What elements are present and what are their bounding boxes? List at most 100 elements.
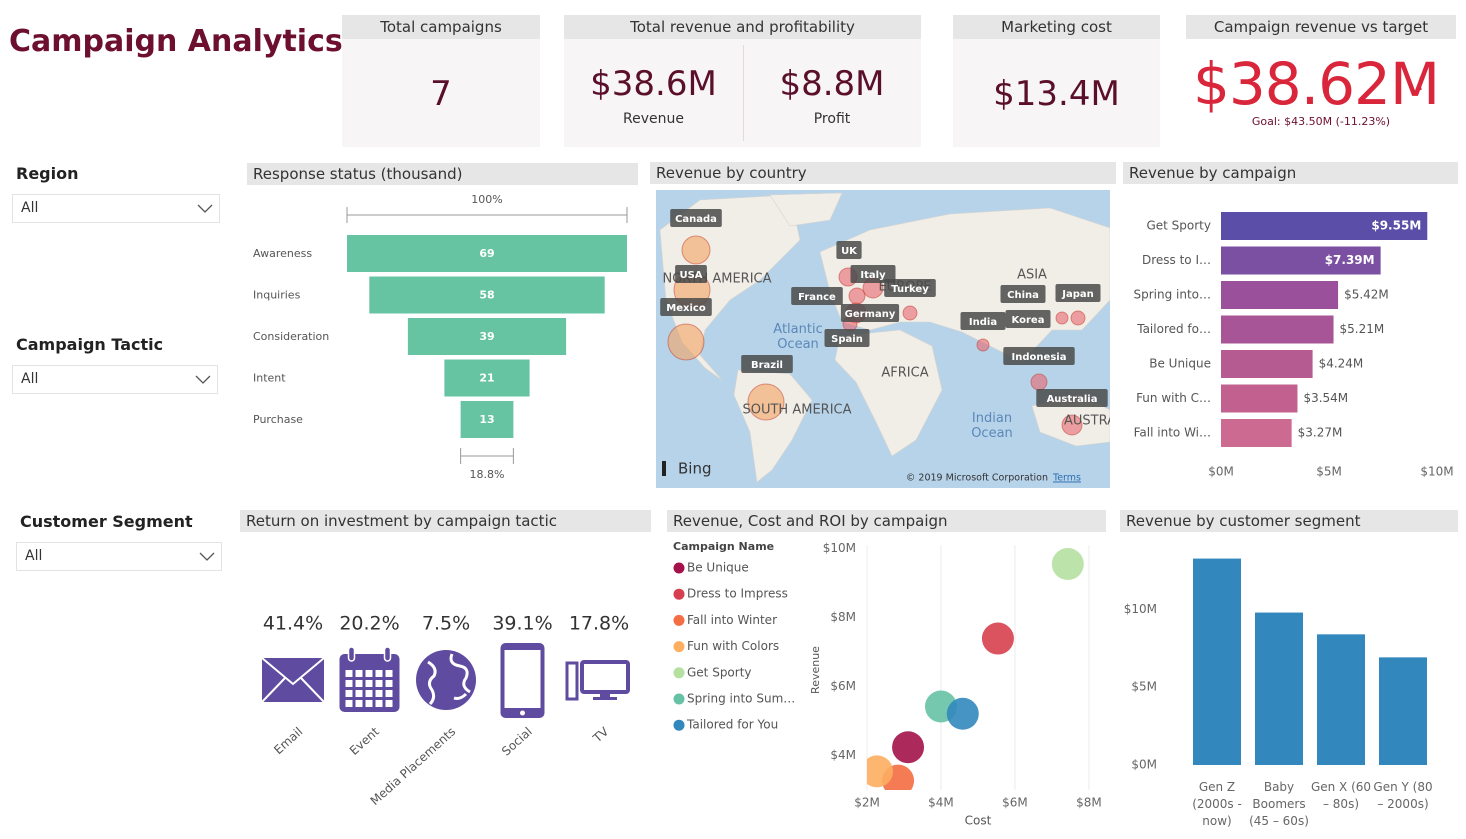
category-label: Awareness [253,247,312,260]
y-tick-label: $10M [823,541,856,555]
roi-value: 39.1% [492,613,552,635]
status-icon: ! [1417,74,1425,95]
legend-label: Fun with Colors [687,639,779,653]
y-tick-label: $8M [830,610,856,624]
ocean-label: Atlantic Ocean [773,322,823,352]
x-tick-label: $10M [1420,465,1453,479]
category-label: Email [271,724,305,757]
icon [261,677,286,703]
bar [1193,558,1241,765]
card-value: $38.6M [590,64,717,104]
card-body [953,39,1160,147]
legend-label: Be Unique [687,561,749,575]
icon [580,660,630,694]
icon [375,680,383,687]
category-label: Fun with C… [1136,391,1211,405]
card-title: Marketing cost [953,15,1160,39]
category-label: Tailored fo… [1136,322,1211,336]
icon [600,692,610,698]
x-tick-label: Gen X (60 – 80s) [1310,780,1372,811]
place-label: India [969,317,997,328]
place-label: France [798,292,836,303]
panel-title: Response status (thousand) [247,163,638,185]
data-label: $3.27M [1298,426,1343,440]
place-tag [670,209,722,227]
data-label: $5.21M [1340,322,1385,336]
filter-dropdown[interactable]: All [12,365,218,394]
place-tag [836,241,862,259]
panel-title: Revenue by country [650,162,1116,184]
data-label: $4.24M [1319,357,1364,371]
icon [365,700,373,707]
card-body [342,39,540,147]
x-tick-label: $4M [928,796,954,810]
place-label: Mexico [666,303,706,314]
icon [365,680,373,687]
place-label: Brazil [751,360,783,371]
region-label: AFRICA [881,366,928,381]
legend-marker [673,693,685,705]
icon [416,650,476,710]
legend-label: Spring into Sum… [687,692,795,706]
icon [345,680,353,687]
filter-value: All [21,200,39,216]
bubble [981,622,1014,655]
map-logo: Bing [678,460,712,478]
icon [593,697,617,700]
icon [347,646,356,662]
icon [355,700,363,707]
icon [345,670,353,677]
icon [385,670,393,677]
place-tag [1005,310,1051,328]
funnel-bar [347,235,627,272]
legend-marker [673,588,685,600]
filter-label: Region [16,164,79,183]
filter-dropdown[interactable]: All [16,542,222,571]
place-tag [884,279,936,297]
place-label: Spain [831,334,863,345]
bar [1379,657,1427,765]
map-bubble [1055,311,1069,325]
icon [365,670,373,677]
legend-label: Fall into Winter [687,613,777,627]
icon [383,646,392,662]
icon [375,670,383,677]
funnel-bar [407,318,567,355]
legend-marker [673,667,685,679]
icon [365,690,373,697]
legend-marker [673,562,685,574]
y-tick-label: $0M [1131,758,1157,772]
bubble [946,697,979,730]
map-logo-mark [662,461,666,476]
place-label: China [1007,290,1039,301]
funnel-bottom-label: 18.8% [470,468,505,481]
icon [262,658,324,702]
place-label: Germany [845,309,896,320]
roi-value: 7.5% [422,613,470,635]
panel-title: Revenue by campaign [1123,162,1458,184]
icon [261,657,325,686]
place-label: Canada [675,214,717,225]
y-axis-title: Revenue [809,646,822,694]
x-tick-label: $2M [854,796,880,810]
x-tick-label: Baby Boomers (45 – 60s) [1249,780,1309,828]
map-bubble [1061,414,1083,436]
card-value: $13.4M [993,74,1120,114]
bubble [867,755,893,788]
page-title: Campaign Analytics [9,24,343,59]
x-tick-label: Gen Y (80 – 2000s) [1373,780,1433,811]
bar [1255,612,1303,765]
bubble [892,731,925,764]
map-copyright: © 2019 Microsoft Corporation [906,473,1048,484]
map-bubble [667,323,705,361]
legend-label: Dress to Impress [687,587,788,601]
map-bubble [848,287,866,305]
card-label: Profit [813,111,851,127]
map-bubble [976,338,990,352]
card-divider [743,45,744,141]
x-tick-label: Gen Z (2000s - now) [1192,780,1242,828]
icon [385,700,393,707]
funnel-bar [444,359,530,397]
filter-dropdown[interactable]: All [12,194,220,223]
